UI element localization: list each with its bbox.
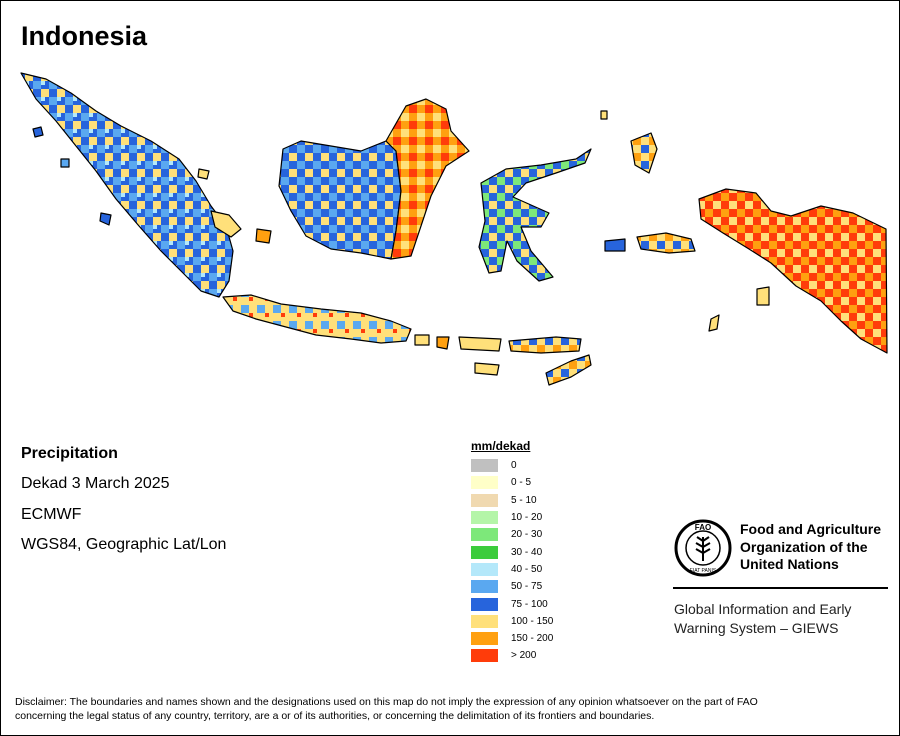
halmahera-island	[630, 132, 658, 174]
bali-island	[414, 334, 430, 346]
legend-label: 40 - 50	[511, 563, 543, 575]
giews-name: Global Information and Early Warning Sys…	[674, 600, 851, 638]
legend: mm/dekad 0 0 - 5 5 - 10 10 - 20 20 - 30 30 - …	[471, 439, 553, 665]
mentawai-islands	[99, 212, 112, 226]
giews-name-line-1: Global Information and Early	[674, 601, 852, 617]
flores-island	[508, 336, 582, 354]
bangka-island	[210, 210, 242, 238]
legend-label: 5 - 10	[511, 494, 537, 506]
legend-item: 0 - 5	[471, 474, 553, 491]
info-source: ECMWF	[21, 506, 82, 523]
sulawesi-island	[478, 148, 592, 282]
info-heading: Precipitation	[21, 445, 118, 462]
nias-island	[60, 158, 70, 168]
fao-name-line-1: Food and Agriculture	[740, 521, 882, 537]
tanimbar-islands	[708, 314, 720, 332]
legend-swatch	[471, 476, 498, 490]
riau-islands	[197, 168, 210, 180]
map-title: Indonesia	[21, 21, 148, 51]
legend-swatch	[471, 459, 498, 473]
legend-item: 30 - 40	[471, 543, 553, 560]
fao-name-line-3: United Nations	[740, 556, 839, 572]
aru-islands	[756, 286, 770, 306]
sumba-island	[474, 362, 500, 376]
precipitation-map	[20, 72, 888, 386]
kalimantan-west	[278, 140, 402, 260]
buru-island	[604, 238, 626, 252]
legend-label: 10 - 20	[511, 512, 543, 524]
info-crs: WGS84, Geographic Lat/Lon	[21, 536, 227, 553]
sumbawa-island	[458, 336, 502, 352]
legend-swatch	[471, 614, 498, 628]
legend-swatch	[471, 511, 498, 525]
legend-item: 50 - 75	[471, 578, 553, 595]
legend-swatch	[471, 562, 498, 576]
giews-name-line-2: Warning System – GIEWS	[674, 620, 839, 636]
legend-label: 50 - 75	[511, 581, 543, 593]
legend-swatch	[471, 493, 498, 507]
legend-swatch	[471, 545, 498, 559]
legend-item: > 200	[471, 647, 553, 664]
legend-label: > 200	[511, 650, 537, 662]
fao-name: Food and Agriculture Organization of the…	[740, 521, 881, 574]
legend-label: 0	[511, 460, 517, 472]
legend-label: 30 - 40	[511, 546, 543, 558]
legend-item: 40 - 50	[471, 561, 553, 578]
legend-swatch	[471, 528, 498, 542]
papua-island	[698, 188, 888, 354]
fao-emblem-icon: FAO FIAT PANIS	[674, 519, 732, 577]
fao-logo-text: FAO	[695, 523, 711, 532]
legend-label: 100 - 150	[511, 615, 554, 627]
legend-swatch	[471, 632, 498, 646]
kalimantan-east	[385, 98, 470, 260]
legend-label: 75 - 100	[511, 598, 548, 610]
legend-item: 0	[471, 457, 553, 474]
legend-rows: 0 0 - 5 5 - 10 10 - 20 20 - 30 30 - 40 40 - 50…	[471, 457, 553, 665]
legend-title: mm/dekad	[471, 439, 531, 453]
legend-swatch	[471, 597, 498, 611]
timor-island	[545, 354, 592, 386]
legend-item: 100 - 150	[471, 613, 553, 630]
legend-item: 10 - 20	[471, 509, 553, 526]
disclaimer: Disclaimer: The boundaries and names sho…	[15, 695, 887, 723]
lombok-island	[436, 336, 450, 350]
legend-item: 75 - 100	[471, 595, 553, 612]
info-period: Dekad 3 March 2025	[21, 475, 170, 492]
legend-label: 20 - 30	[511, 529, 543, 541]
disclaimer-line-2: concerning the legal status of any count…	[15, 710, 655, 722]
seram-island	[636, 232, 696, 254]
java-island	[222, 294, 412, 344]
disclaimer-line-1: Disclaimer: The boundaries and names sho…	[15, 696, 758, 708]
simeulue-island	[32, 126, 44, 138]
sangihe-islands	[600, 110, 608, 120]
legend-swatch	[471, 649, 498, 663]
sumatra-island	[20, 72, 234, 298]
legend-swatch	[471, 580, 498, 594]
fao-name-line-2: Organization of the	[740, 538, 868, 555]
legend-item: 150 - 200	[471, 630, 553, 647]
fao-logo-motto: FIAT PANIS	[690, 568, 717, 574]
divider	[673, 587, 888, 589]
legend-label: 0 - 5	[511, 477, 532, 489]
fao-logo: FAO FIAT PANIS	[674, 519, 732, 582]
legend-label: 150 - 200	[511, 633, 554, 645]
legend-item: 5 - 10	[471, 492, 553, 509]
legend-item: 20 - 30	[471, 526, 553, 543]
belitung-island	[255, 228, 272, 244]
